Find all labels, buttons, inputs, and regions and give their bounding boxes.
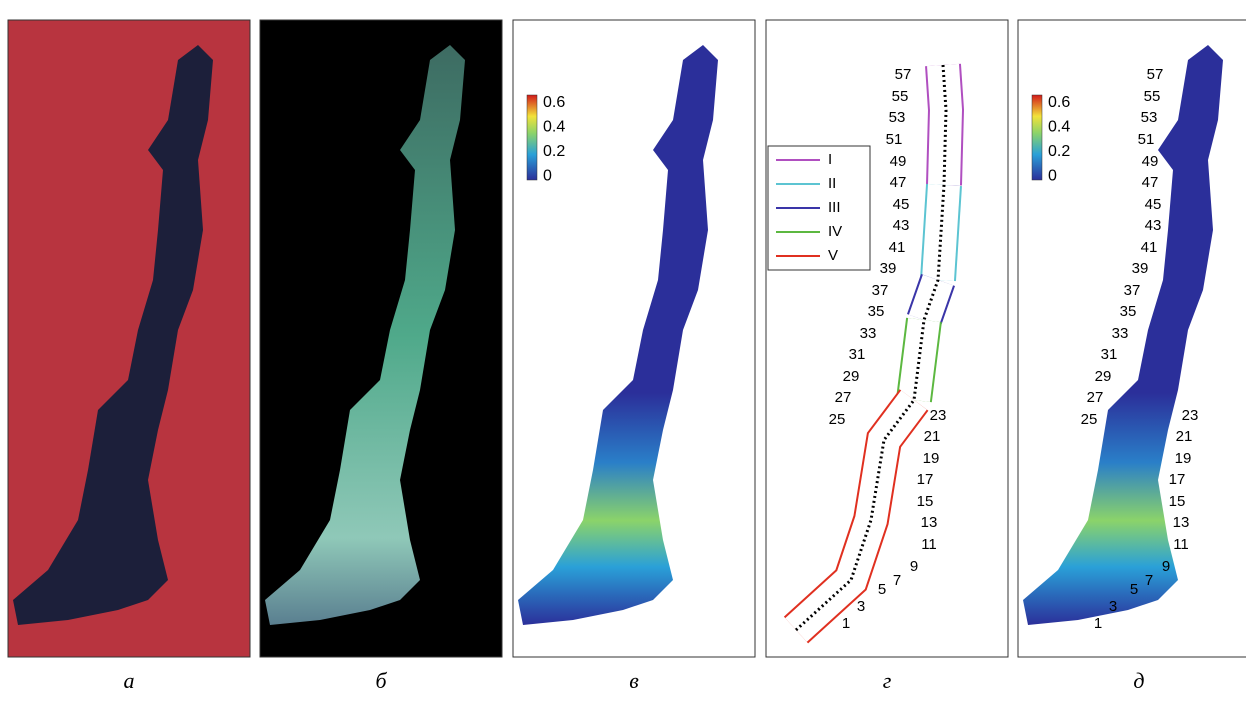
section-number: 39 [880, 260, 897, 277]
colorbar-tick-label: 0.4 [543, 119, 565, 136]
section-number: 57 [895, 66, 912, 83]
section-number: 43 [1145, 217, 1162, 234]
section-number: 13 [921, 514, 938, 531]
colorbar-tick-label: 0.6 [1048, 94, 1070, 111]
section-number: 49 [890, 153, 907, 170]
section-number: 31 [1101, 346, 1118, 363]
section-number: 55 [892, 88, 909, 105]
section-number: 35 [1120, 303, 1137, 320]
section-number: 13 [1173, 514, 1190, 531]
section-number: 45 [1145, 196, 1162, 213]
page: {"panels": [ {"label": "а"}, {"label": "… [0, 0, 1246, 704]
panel-label: б [375, 668, 387, 693]
section-number: 33 [1112, 325, 1129, 342]
section-number: 3 [1109, 598, 1117, 615]
section-number: 19 [1175, 450, 1192, 467]
colorbar-tick-label: 0.2 [543, 143, 565, 160]
section-number: 25 [1081, 411, 1098, 428]
section-number: 11 [1173, 536, 1189, 553]
panel-label: а [124, 668, 135, 693]
panel-frame [766, 20, 1008, 657]
legend-entry: V [828, 247, 838, 264]
figure: абв0.60.40.20гIIIIIIIVV13579111315171921… [0, 0, 1246, 699]
section-number: 25 [829, 411, 846, 428]
section-number: 47 [1142, 174, 1159, 191]
section-number: 17 [917, 471, 934, 488]
section-number: 41 [1141, 239, 1158, 256]
legend-entry: IV [828, 223, 842, 240]
section-number: 11 [921, 536, 937, 553]
section-number: 15 [1169, 493, 1186, 510]
colorbar-tick-label: 0 [543, 168, 552, 185]
section-number: 29 [1095, 368, 1112, 385]
section-number: 7 [893, 572, 901, 589]
section-number: 3 [857, 598, 865, 615]
section-number: 7 [1145, 572, 1153, 589]
section-number: 1 [842, 615, 850, 632]
section-number: 5 [1130, 581, 1138, 598]
section-number: 9 [910, 558, 918, 575]
section-number: 41 [889, 239, 906, 256]
panel-label: в [629, 668, 639, 693]
colorbar-tick-label: 0.2 [1048, 143, 1070, 160]
section-number: 37 [1124, 282, 1141, 299]
colorbar [1032, 95, 1042, 180]
section-number: 55 [1144, 88, 1161, 105]
colorbar [527, 95, 537, 180]
section-number: 27 [1087, 389, 1104, 406]
colorbar-tick-label: 0 [1048, 168, 1057, 185]
section-number: 45 [893, 196, 910, 213]
section-number: 17 [1169, 471, 1186, 488]
section-number: 21 [924, 428, 941, 445]
section-number: 29 [843, 368, 860, 385]
legend-entry: III [828, 199, 841, 216]
section-number: 47 [890, 174, 907, 191]
section-number: 23 [930, 407, 947, 424]
section-number: 43 [893, 217, 910, 234]
section-number: 51 [886, 131, 903, 148]
section-number: 23 [1182, 407, 1199, 424]
section-number: 51 [1138, 131, 1155, 148]
section-number: 27 [835, 389, 852, 406]
legend-entry: II [828, 175, 836, 192]
colorbar-tick-label: 0.6 [543, 94, 565, 111]
section-number: 57 [1147, 66, 1164, 83]
section-number: 21 [1176, 428, 1193, 445]
section-number: 39 [1132, 260, 1149, 277]
section-number: 5 [878, 581, 886, 598]
section-number: 37 [872, 282, 889, 299]
section-number: 1 [1094, 615, 1102, 632]
panel-label: г [883, 668, 892, 693]
section-number: 33 [860, 325, 877, 342]
section-number: 53 [1141, 109, 1158, 126]
section-number: 35 [868, 303, 885, 320]
section-number: 31 [849, 346, 866, 363]
colorbar-tick-label: 0.4 [1048, 119, 1070, 136]
section-number: 49 [1142, 153, 1159, 170]
section-number: 19 [923, 450, 940, 467]
legend-entry: I [828, 151, 832, 168]
section-number: 9 [1162, 558, 1170, 575]
panel-label: д [1133, 668, 1144, 693]
section-number: 15 [917, 493, 934, 510]
section-number: 53 [889, 109, 906, 126]
